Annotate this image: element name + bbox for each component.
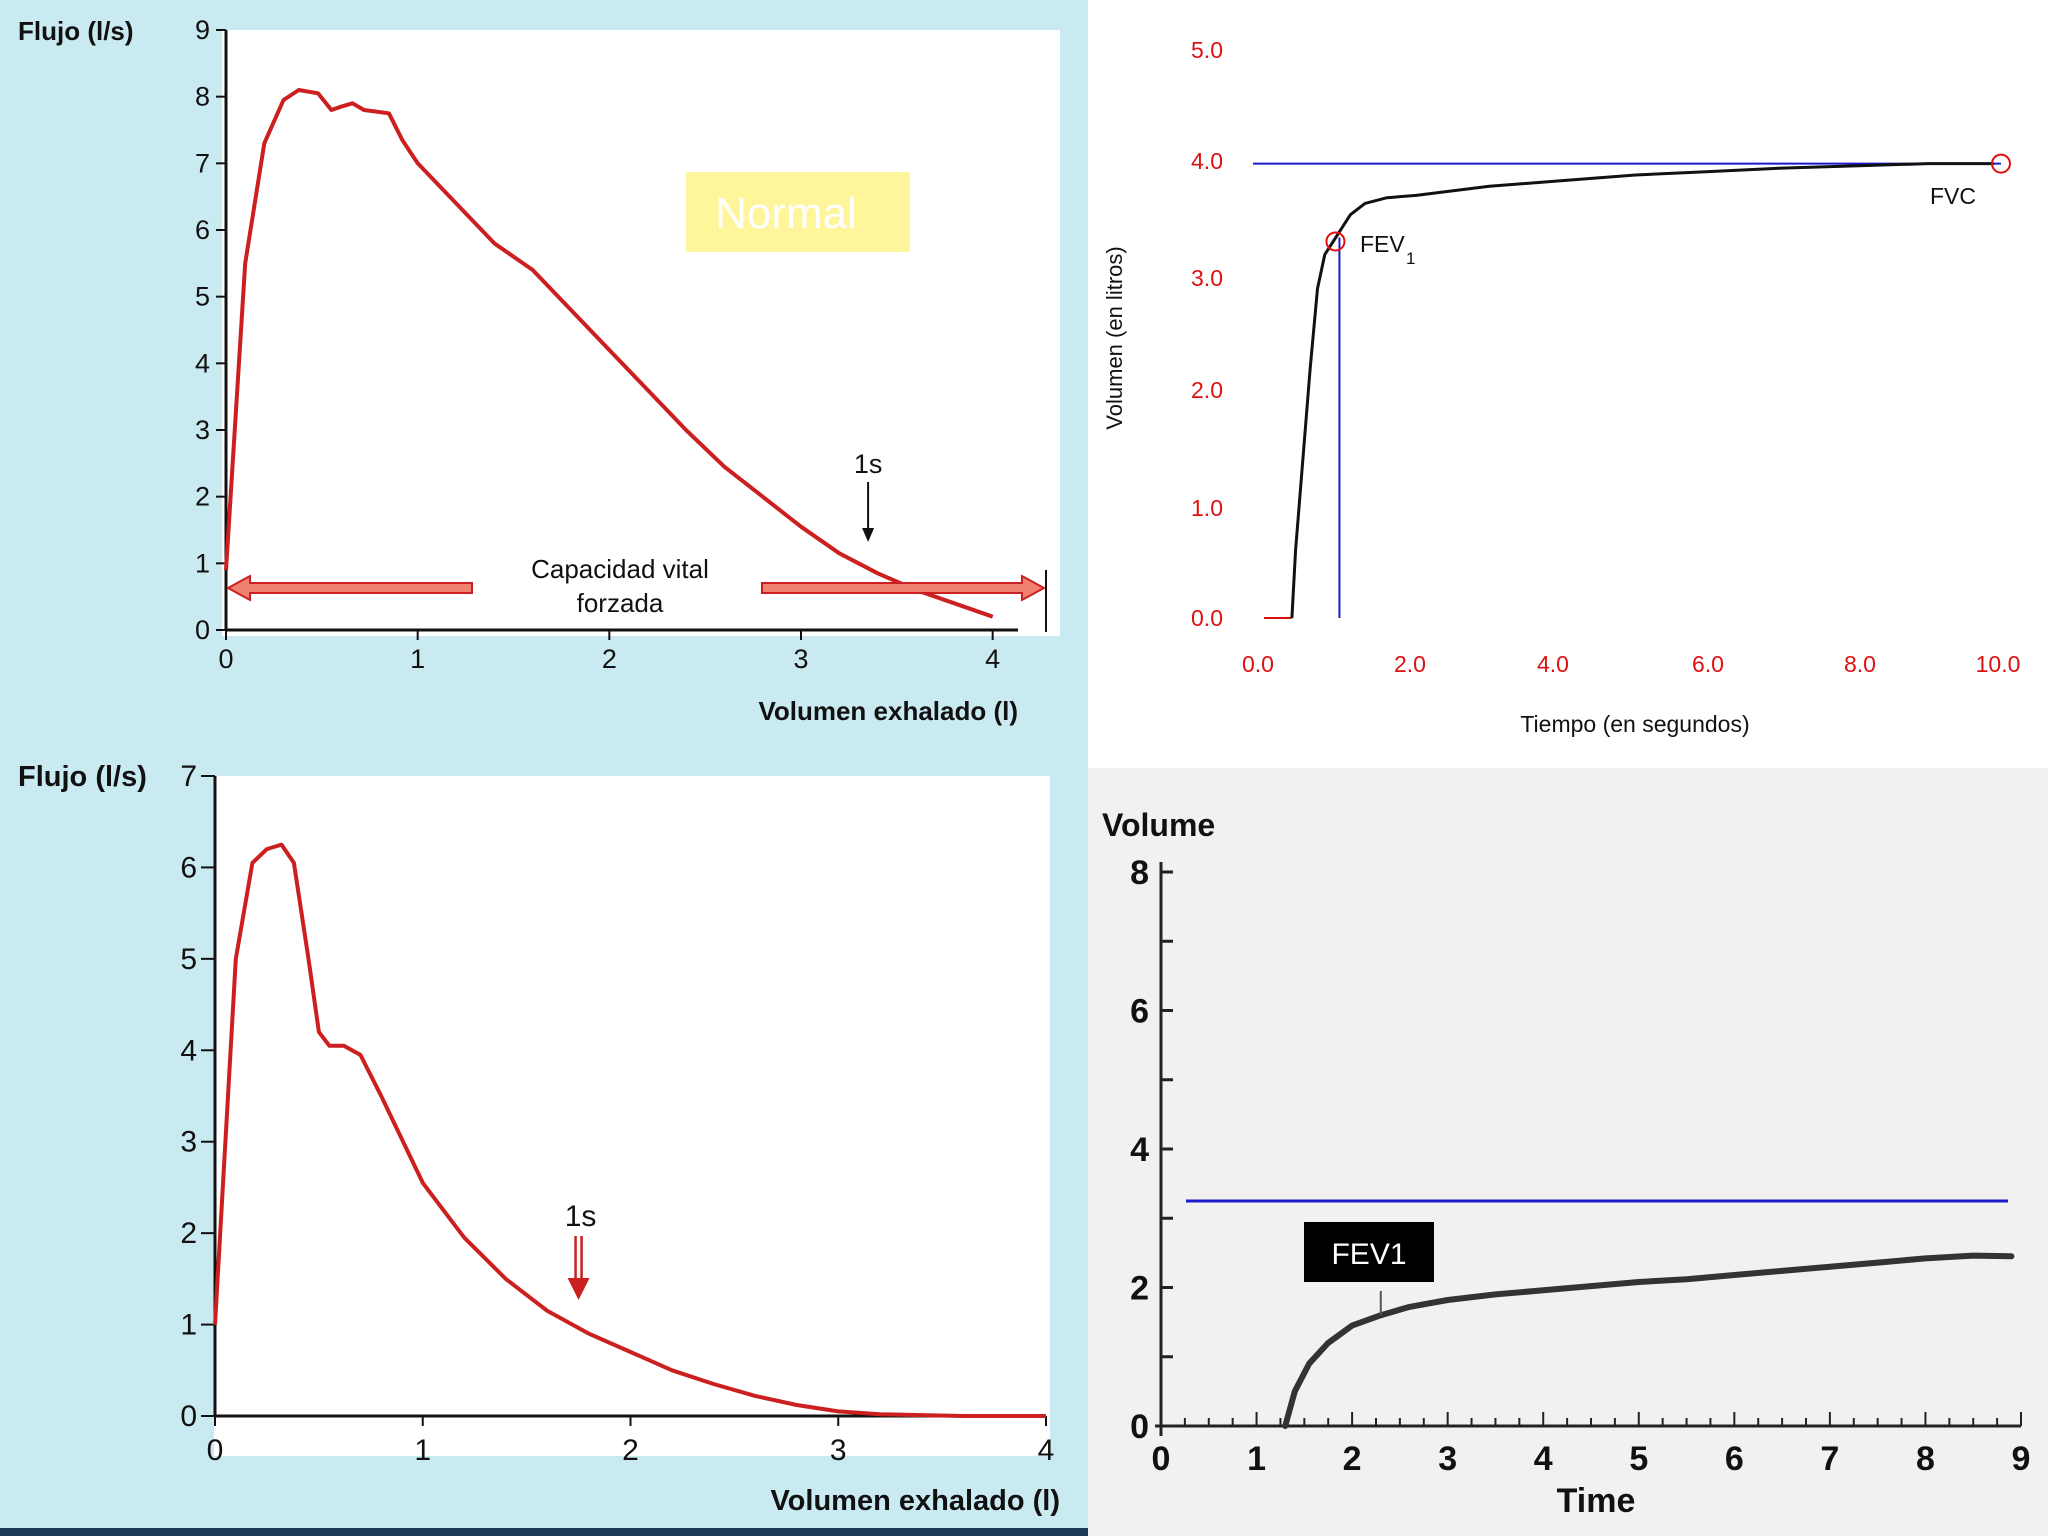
arrow-1s-head (567, 1278, 590, 1300)
x-tick-label: 2 (602, 644, 617, 674)
y-axis-title: Flujo (l/s) (18, 16, 134, 46)
y-tick-label: 3.0 (1191, 265, 1223, 291)
y-axis-title: Volume (1102, 807, 1215, 843)
x-tick-label: 2 (1343, 1440, 1362, 1478)
x-tick-label: 6.0 (1692, 651, 1724, 677)
x-tick-label: 3 (793, 644, 808, 674)
y-tick-label: 0 (180, 1400, 197, 1433)
y-tick-label: 4 (1130, 1131, 1149, 1169)
y-tick-label: 0.0 (1191, 605, 1223, 631)
arrow-label-1s: 1s (854, 449, 883, 479)
x-axis-title: Volumen exhalado (l) (770, 1485, 1060, 1517)
x-axis-title: Volumen exhalado (l) (758, 696, 1018, 726)
x-tick-label: 5 (1629, 1440, 1648, 1478)
fvc-marker (1991, 153, 2011, 174)
x-tick-label: 3 (830, 1434, 847, 1467)
y-axis-title: Flujo (l/s) (18, 761, 147, 793)
x-tick-label: 0 (207, 1434, 224, 1467)
series-line-volumen (1290, 162, 1994, 619)
fvc-arrow-right (761, 574, 1047, 602)
x-tick-label: 1 (410, 644, 425, 674)
y-tick-label: 7 (195, 148, 210, 178)
normal-badge-label: Normal (715, 189, 857, 238)
y-tick-label: 2.0 (1191, 377, 1223, 403)
y-tick-label: 3 (180, 1126, 197, 1159)
x-tick-label: 4.0 (1537, 651, 1569, 677)
x-tick-label: 4 (1038, 1434, 1055, 1467)
y-tick-label: 7 (180, 760, 197, 793)
series-line-volume (1282, 1252, 2015, 1429)
y-tick-label: 9 (195, 15, 210, 45)
chart-normal-flow-volume: 0 1 2 3 4 5 6 7 8 9 0 1 2 3 4 Flujo (l/s) Volumen exhala… (18, 15, 1060, 726)
fev1-box-label: FEV1 (1331, 1238, 1406, 1271)
fev1-label: FEV (1360, 231, 1405, 257)
chart-normal-volume-time: 0.0 1.0 2.0 3.0 4.0 5.0 0.0 2.0 4.0 6.0 8.0 10.0 Vol… (1102, 37, 2021, 737)
y-tick-label: 5.0 (1191, 37, 1223, 63)
y-tick-label: 6 (180, 851, 197, 884)
y-tick-label: 2 (180, 1217, 197, 1250)
fev1-label-subscript: 1 (1406, 249, 1415, 268)
fev1-box (1304, 1222, 1434, 1282)
chart-panel-obstructive-volume-time: 0 2 4 6 8 0 1 2 3 4 5 6 7 8 9 Volume Time FEV1 (1088, 768, 2048, 1536)
x-tick-label: 0 (1152, 1440, 1171, 1478)
x-tick-label: 1 (414, 1434, 431, 1467)
y-tick-label: 6 (1130, 993, 1149, 1031)
x-tick-label: 2.0 (1394, 651, 1426, 677)
fvc-label-line1: Capacidad vital (531, 554, 709, 584)
x-tick-label: 9 (2012, 1440, 2031, 1478)
chart-obstructive-flow-volume: 0 1 2 3 4 5 6 7 0 1 2 3 4 Flujo (l/s) Volumen exhalado… (18, 760, 1060, 1517)
arrow-label-1s: 1s (565, 1200, 597, 1233)
fev1-marker (1325, 231, 1346, 252)
chart-panel-obstructive-flow: 0 1 2 3 4 5 6 7 0 1 2 3 4 Flujo (l/s) Volumen exhalado… (0, 736, 1088, 1536)
y-axis-title: Volumen (en litros) (1102, 246, 1127, 429)
x-tick-label: 7 (1820, 1440, 1839, 1478)
y-tick-label: 5 (180, 943, 197, 976)
chart-panel-normal-flow: 0 1 2 3 4 5 6 7 8 9 0 1 2 3 4 Flujo (l/s) Volumen exhala… (0, 0, 1088, 736)
series-line-flujo (224, 88, 994, 619)
fvc-arrow-left (225, 574, 473, 602)
arrow-1s-head (862, 528, 875, 542)
x-tick-label: 3 (1438, 1440, 1457, 1478)
y-tick-label: 0 (195, 615, 210, 645)
y-tick-label: 8 (1130, 854, 1149, 892)
x-tick-label: 2 (622, 1434, 639, 1467)
y-tick-label: 2 (195, 482, 210, 512)
x-tick-label: 0.0 (1242, 651, 1274, 677)
x-tick-label: 8.0 (1844, 651, 1876, 677)
x-axis-title: Tiempo (en segundos) (1520, 711, 1749, 737)
y-tick-label: 5 (195, 282, 210, 312)
x-tick-label: 10.0 (1976, 651, 2021, 677)
x-tick-label: 0 (218, 644, 233, 674)
y-tick-label: 4 (195, 348, 210, 378)
y-tick-label: 1 (180, 1309, 197, 1342)
y-tick-label: 1 (195, 548, 210, 578)
y-tick-label: 2 (1130, 1270, 1149, 1308)
x-axis-title: Time (1557, 1482, 1636, 1520)
y-tick-label: 1.0 (1191, 495, 1223, 521)
y-tick-label: 4 (180, 1034, 197, 1067)
chart-obstructive-volume-time: 0 2 4 6 8 0 1 2 3 4 5 6 7 8 9 Volume Time FEV1 (1102, 807, 2031, 1520)
fvc-label: FVC (1930, 183, 1976, 209)
x-tick-label: 4 (985, 644, 1000, 674)
normal-badge (686, 172, 910, 252)
series-line-flujo (213, 842, 1046, 1418)
y-tick-label: 0 (1130, 1408, 1149, 1446)
x-tick-label: 6 (1725, 1440, 1744, 1478)
x-tick-label: 8 (1916, 1440, 1935, 1478)
y-tick-label: 3 (195, 415, 210, 445)
plot-area (214, 776, 1050, 1456)
x-tick-label: 1 (1247, 1440, 1266, 1478)
bottom-bar (0, 1528, 1088, 1536)
chart-panel-normal-volume-time: 0.0 1.0 2.0 3.0 4.0 5.0 0.0 2.0 4.0 6.0 8.0 10.0 Vol… (1088, 0, 2048, 768)
fvc-label-line2: forzada (577, 588, 664, 618)
x-tick-label: 4 (1534, 1440, 1553, 1478)
plot-area (222, 30, 1060, 636)
y-tick-label: 4.0 (1191, 148, 1223, 174)
y-tick-label: 6 (195, 215, 210, 245)
y-tick-label: 8 (195, 82, 210, 112)
